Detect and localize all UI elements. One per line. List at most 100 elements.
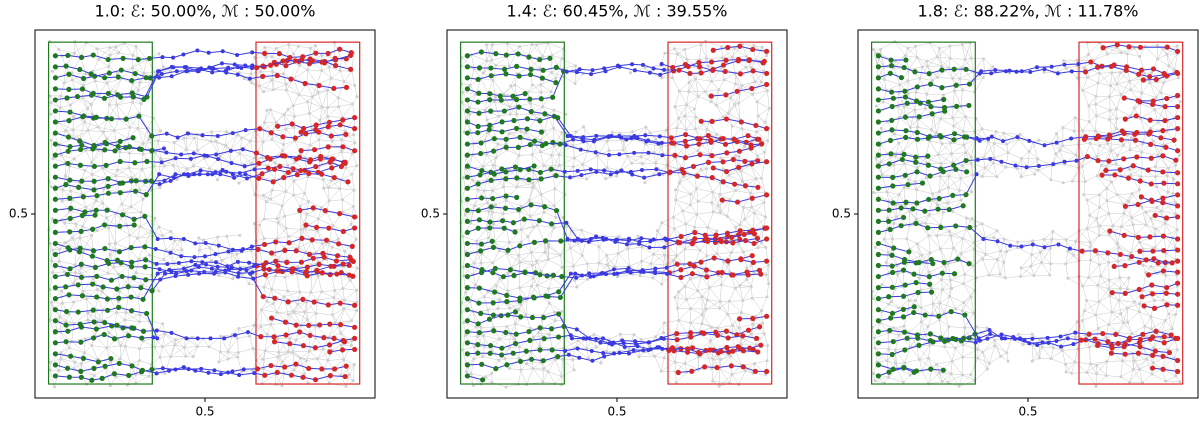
flow-node bbox=[331, 85, 337, 91]
flow-node bbox=[717, 236, 723, 243]
flow-node bbox=[66, 374, 73, 380]
flow-node bbox=[120, 55, 126, 62]
flow-node bbox=[52, 108, 59, 114]
flow-node bbox=[300, 374, 306, 380]
flow-node bbox=[464, 86, 470, 92]
flow-node bbox=[1106, 158, 1112, 164]
flow-node bbox=[82, 209, 88, 215]
flow-node bbox=[75, 282, 81, 288]
flow-node bbox=[889, 351, 895, 358]
flow-node bbox=[537, 169, 543, 176]
flow-node bbox=[548, 221, 555, 227]
flow-node bbox=[687, 261, 693, 267]
flow-node bbox=[1136, 286, 1142, 293]
flow-node bbox=[1094, 64, 1101, 70]
flow-node bbox=[929, 111, 935, 117]
flow-node bbox=[602, 66, 607, 71]
flow-node bbox=[888, 63, 895, 69]
flow-path bbox=[1143, 304, 1178, 309]
flow-node bbox=[617, 152, 622, 157]
flow-node bbox=[181, 266, 186, 271]
flow-node bbox=[464, 141, 470, 147]
flow-node bbox=[875, 207, 882, 213]
flow-node bbox=[166, 368, 171, 373]
flow-node bbox=[758, 342, 764, 348]
flow-node bbox=[1108, 63, 1114, 70]
flow-node bbox=[220, 49, 225, 54]
flow-node bbox=[464, 185, 470, 191]
flow-node bbox=[339, 347, 346, 353]
flow-node bbox=[316, 82, 322, 89]
flow-node bbox=[926, 196, 932, 203]
flow-node bbox=[156, 69, 161, 74]
flow-node bbox=[333, 258, 340, 264]
flow-node bbox=[345, 179, 351, 185]
flow-node bbox=[544, 273, 550, 279]
flow-node bbox=[464, 340, 470, 346]
flow-path bbox=[878, 182, 923, 189]
flow-node bbox=[223, 268, 228, 273]
flow-node bbox=[188, 156, 193, 161]
flow-node bbox=[925, 99, 932, 105]
flow-node bbox=[556, 289, 562, 295]
flow-node bbox=[1123, 67, 1129, 74]
flow-node bbox=[723, 92, 729, 98]
flow-node bbox=[226, 65, 231, 70]
flow-node bbox=[464, 207, 470, 213]
flow-node bbox=[901, 64, 907, 71]
flow-node bbox=[928, 256, 934, 263]
flow-node bbox=[547, 55, 553, 61]
flow-node bbox=[928, 104, 934, 110]
flow-node bbox=[1056, 242, 1061, 247]
flow-node bbox=[655, 345, 660, 350]
flow-node bbox=[1055, 71, 1060, 76]
flow-node bbox=[875, 97, 882, 103]
flow-node bbox=[105, 183, 111, 189]
flow-node bbox=[476, 110, 482, 116]
flow-node bbox=[750, 68, 756, 74]
flow-node bbox=[261, 266, 267, 272]
flow-node bbox=[499, 218, 506, 224]
flow-node bbox=[197, 271, 202, 276]
flow-node bbox=[901, 329, 908, 335]
flow-node bbox=[690, 163, 697, 170]
flow-node bbox=[168, 250, 173, 255]
flow-node bbox=[298, 129, 304, 135]
flow-node bbox=[499, 345, 505, 351]
flow-node bbox=[1109, 290, 1115, 296]
flow-node bbox=[252, 371, 257, 376]
flow-node bbox=[653, 271, 658, 276]
flow-node bbox=[1115, 340, 1121, 347]
flow-node bbox=[220, 167, 225, 172]
flow-node bbox=[550, 272, 556, 278]
flow-node bbox=[522, 269, 528, 276]
flow-node bbox=[275, 263, 281, 269]
flow-node bbox=[736, 164, 742, 171]
flow-node bbox=[128, 244, 134, 251]
flow-node bbox=[1062, 159, 1067, 164]
flow-node bbox=[464, 251, 470, 258]
flow-node bbox=[510, 220, 517, 226]
flow-node bbox=[1059, 344, 1064, 349]
flow-node bbox=[64, 271, 71, 278]
flow-node bbox=[52, 273, 59, 280]
flow-node bbox=[230, 369, 235, 374]
flow-node bbox=[52, 318, 59, 324]
flow-node bbox=[758, 271, 764, 277]
flow-node bbox=[258, 334, 264, 340]
flow-node bbox=[889, 310, 896, 316]
flow-node bbox=[985, 336, 990, 341]
flow-node bbox=[67, 229, 73, 235]
flow-node bbox=[941, 259, 947, 266]
flow-node bbox=[285, 169, 291, 176]
panel-title: 1.4: ℰ: 60.45%, ℳ : 39.55% bbox=[507, 2, 728, 21]
flow-node bbox=[1042, 245, 1047, 250]
flow-node bbox=[1160, 200, 1166, 206]
flow-node bbox=[146, 55, 153, 62]
flow-node bbox=[223, 68, 228, 73]
flow-node bbox=[218, 172, 223, 177]
flow-node bbox=[343, 84, 350, 90]
flow-node bbox=[143, 75, 149, 81]
flow-node bbox=[1175, 357, 1181, 364]
